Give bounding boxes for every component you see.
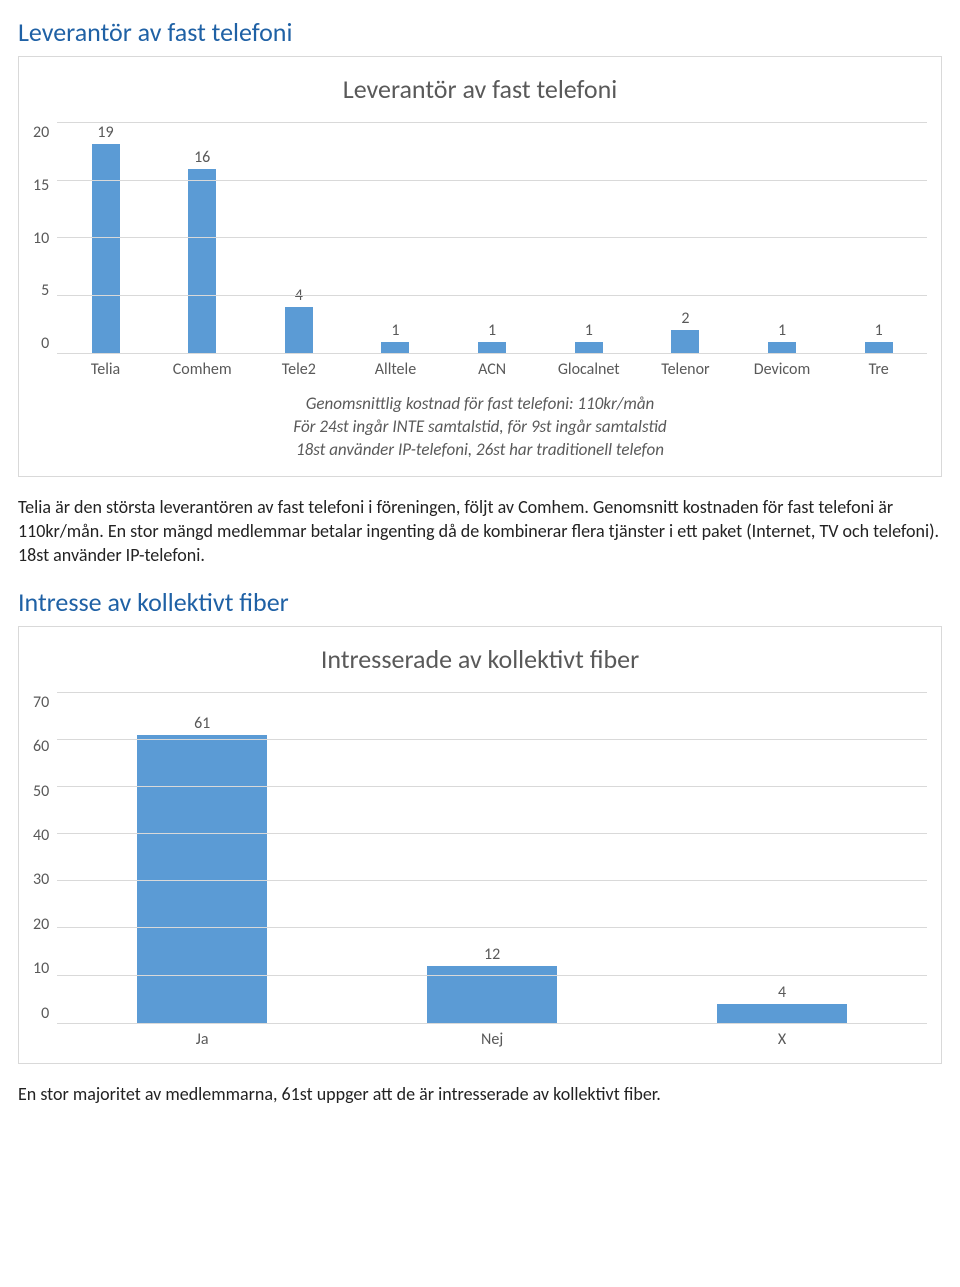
chart1-title: Leverantör av fast telefoni [33,73,927,105]
y-tick-label: 0 [41,334,49,353]
gridline [57,295,927,296]
bar-slot: 61 [57,693,347,1023]
gridline [57,786,927,787]
y-tick-label: 15 [33,176,49,195]
chart2-x-labels: JaNejX [57,1030,927,1049]
chart1-plot: 19 16 4 1 1 1 2 1 1 [57,123,927,354]
bar-value-label: 1 [391,321,399,340]
bar [671,330,699,353]
bar-slot: 4 [251,123,348,353]
y-tick-label: 5 [41,281,49,300]
bar-slot: 16 [154,123,251,353]
bar [575,342,603,354]
bar [717,1004,847,1023]
gridline [57,237,927,238]
bar-slot: 12 [347,693,637,1023]
chart2-container: Intresserade av kollektivt fiber 70 60 50 4… [18,626,942,1064]
chart2-bars: 61 12 4 [57,693,927,1023]
chart-footnote-line: För 24st ingår INTE samtalstid, för 9st … [33,416,927,439]
x-tick-label: X [637,1030,927,1049]
section2-paragraph: En stor majoritet av medlemmarna, 61st u… [18,1082,942,1106]
bar-slot: 4 [637,693,927,1023]
gridline [57,122,927,123]
bar [865,342,893,354]
bar [92,144,120,353]
bar-value-label: 1 [875,321,883,340]
bar-slot: 1 [540,123,637,353]
gridline [57,692,927,693]
y-tick-label: 30 [33,870,49,889]
section2-heading: Intresse av kollektivt fiber [18,586,942,618]
y-tick-label: 60 [33,737,49,756]
chart2-title: Intresserade av kollektivt fiber [33,643,927,675]
chart2-area: 70 60 50 40 30 20 10 0 61 12 4 JaNejX [33,693,927,1049]
bar-value-label: 16 [194,148,210,167]
bar-value-label: 4 [778,983,786,1002]
x-tick-label: Devicom [734,360,831,379]
chart1-footnote: Genomsnittlig kostnad för fast telefoni:… [33,393,927,462]
bar [188,169,216,353]
y-tick-label: 20 [33,123,49,142]
y-tick-label: 40 [33,826,49,845]
bar-slot: 1 [444,123,541,353]
x-tick-label: Telia [57,360,154,379]
bar-value-label: 19 [97,123,113,142]
x-tick-label: Glocalnet [540,360,637,379]
bar-value-label: 4 [295,286,303,305]
x-tick-label: Tre [830,360,927,379]
gridline [57,180,927,181]
chart-footnote-line: 18st använder IP-telefoni, 26st har trad… [33,439,927,462]
y-tick-label: 50 [33,782,49,801]
x-tick-label: Nej [347,1030,637,1049]
x-tick-label: Alltele [347,360,444,379]
chart2-plot: 61 12 4 [57,693,927,1024]
gridline [57,833,927,834]
chart-footnote-line: Genomsnittlig kostnad för fast telefoni:… [33,393,927,416]
chart1-bars: 19 16 4 1 1 1 2 1 1 [57,123,927,353]
bar [381,342,409,354]
y-tick-label: 0 [41,1004,49,1023]
bar-slot: 19 [57,123,154,353]
chart1-plot-wrap: 19 16 4 1 1 1 2 1 1 TeliaComhemTele2AllteleACNGl… [57,123,927,379]
bar-value-label: 12 [484,945,500,964]
bar [768,342,796,354]
chart1-area: 20 15 10 5 0 19 16 4 1 1 1 2 1 1 TeliaComhemTele2All… [33,123,927,379]
bar [137,735,267,1023]
gridline [57,880,927,881]
bar-value-label: 1 [488,321,496,340]
y-tick-label: 20 [33,915,49,934]
x-tick-label: Ja [57,1030,347,1049]
chart2-plot-wrap: 61 12 4 JaNejX [57,693,927,1049]
x-tick-label: Telenor [637,360,734,379]
y-tick-label: 70 [33,693,49,712]
chart1-container: Leverantör av fast telefoni 20151050 191… [18,56,942,477]
section1-paragraph: Telia är den största leverantören av fas… [18,495,942,568]
gridline [57,975,927,976]
bar [478,342,506,354]
chart1-x-labels: TeliaComhemTele2AllteleACNGlocalnetTelen… [57,360,927,379]
bar-value-label: 1 [585,321,593,340]
section1-heading: Leverantör av fast telefoni [18,16,942,48]
x-tick-label: Comhem [154,360,251,379]
chart2-y-axis: 70 60 50 40 30 20 10 0 [33,693,57,1023]
chart1-y-axis: 20 15 10 5 0 [33,123,57,353]
gridline [57,927,927,928]
bar-slot: 1 [734,123,831,353]
bar-value-label: 2 [681,309,689,328]
bar-slot: 1 [830,123,927,353]
bar [285,307,313,353]
y-tick-label: 10 [33,959,49,978]
bar-slot: 1 [347,123,444,353]
gridline [57,739,927,740]
x-tick-label: ACN [444,360,541,379]
bar-value-label: 1 [778,321,786,340]
bar-value-label: 61 [194,714,210,733]
y-tick-label: 10 [33,229,49,248]
x-tick-label: Tele2 [251,360,348,379]
bar-slot: 2 [637,123,734,353]
